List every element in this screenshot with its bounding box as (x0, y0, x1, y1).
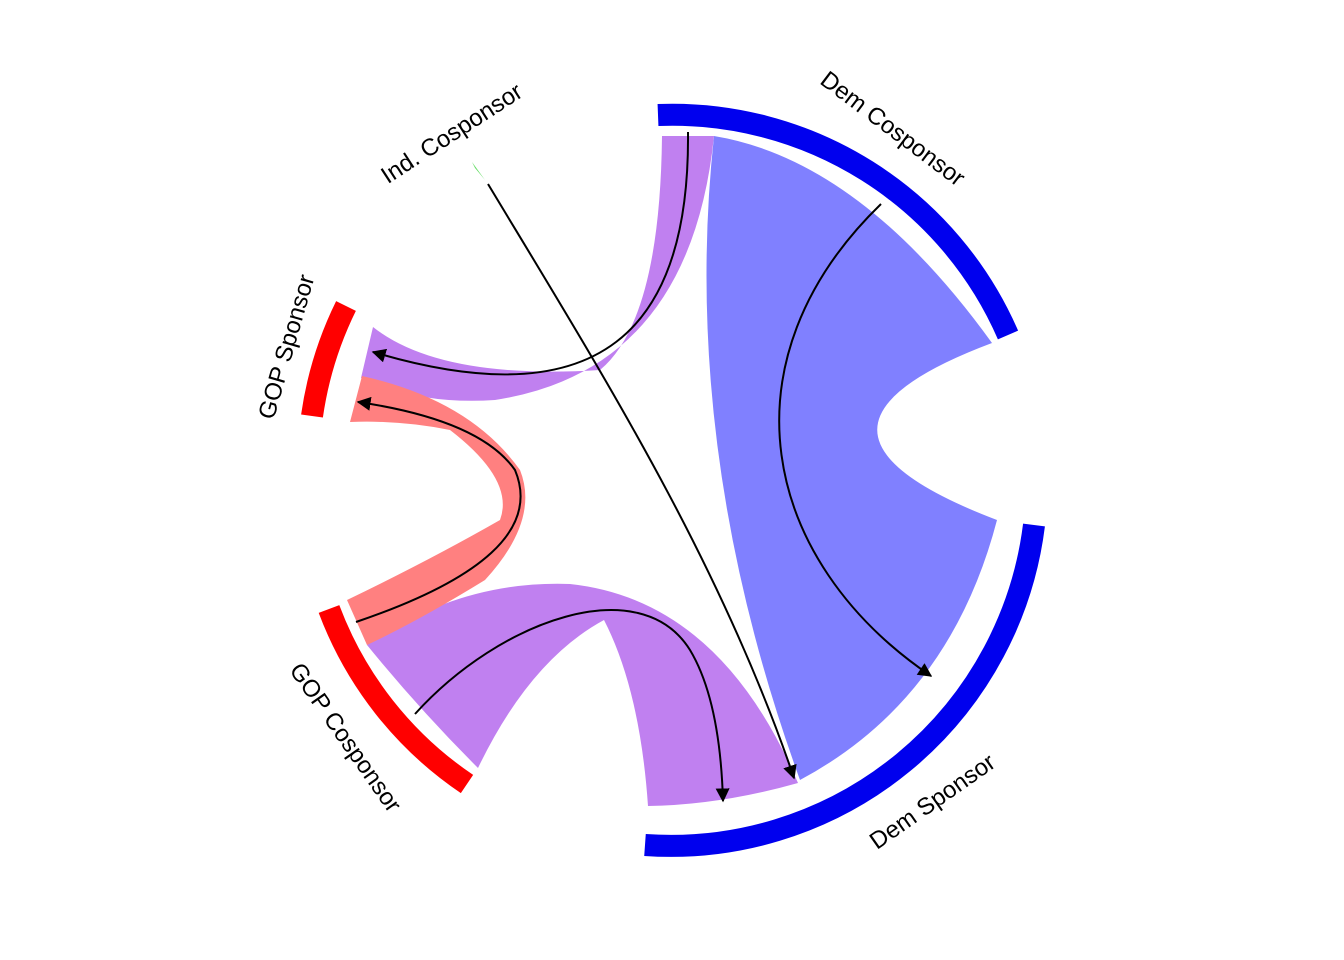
ribbon-dem-cosponsor-to-dem-sponsor (706, 136, 997, 780)
ribbon-ind-cosponsor-to-dem-sponsor (472, 162, 485, 180)
flow-arrow-dem-cosponsor-to-gop-sponsor (371, 131, 690, 376)
ribbon-gop-cosponsor-to-dem-sponsor (367, 583, 798, 806)
flow-arrow-gop-cosponsor-to-dem-sponsor (414, 609, 730, 803)
flow-arrow-ind-cosponsor-to-dem-sponsor (487, 183, 797, 780)
sector-arc-dem-sponsor (644, 523, 1045, 857)
sector-label-dem-cosponsor: Dem Cosponsor (815, 66, 970, 192)
sector-arc-gop-sponsor (301, 301, 356, 418)
sector-arc-gop-cosponsor (318, 605, 474, 794)
sector-arc-dem-cosponsor (657, 103, 1019, 340)
flow-arrow-gop-cosponsor-to-gop-sponsor (355, 396, 522, 623)
ribbon-gop-cosponsor-to-gop-sponsor (347, 376, 526, 645)
ribbon-dem-cosponsor-to-gop-sponsor (361, 136, 714, 401)
flow-arrow-dem-cosponsor-to-dem-sponsor (778, 203, 933, 677)
sector-label-ind-cosponsor: Ind. Cosponsor (376, 78, 527, 189)
sector-label-gop-cosponsor: GOP Cosponsor (284, 658, 407, 817)
